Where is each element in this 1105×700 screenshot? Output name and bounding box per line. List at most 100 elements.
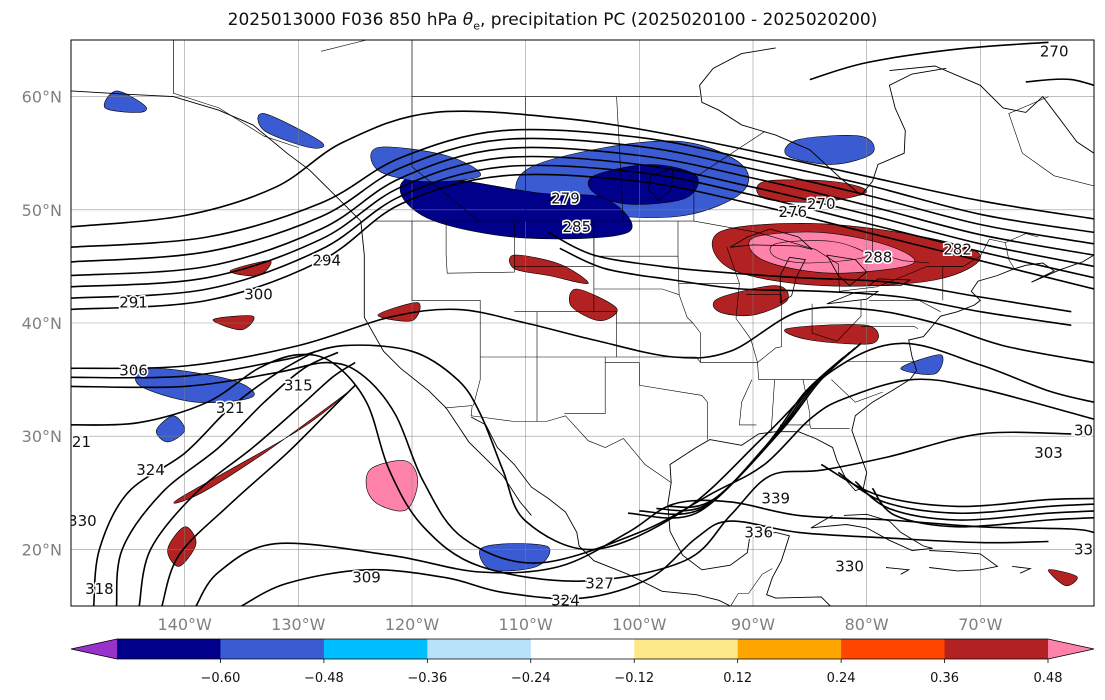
colorbar-level-label: 0.48 — [1034, 671, 1063, 686]
contour-label: 291 — [119, 294, 148, 312]
contour-label: 303 — [1034, 444, 1063, 462]
theta-e-contour — [559, 247, 1072, 327]
contour-label: 315 — [284, 376, 313, 394]
contour-label: 336 — [744, 523, 773, 541]
precip-region-negative — [399, 175, 633, 240]
political-border — [411, 96, 480, 222]
political-border — [735, 318, 758, 363]
precip-region-positive — [1048, 569, 1078, 586]
political-border — [693, 220, 1015, 292]
theta-e-contour — [548, 231, 1072, 313]
political-border — [616, 96, 624, 222]
coastline — [71, 90, 532, 516]
political-border — [693, 131, 765, 222]
precip-region-negative — [370, 146, 481, 182]
contour-label: 324 — [551, 591, 580, 609]
colorbar-segment — [944, 639, 1049, 659]
precip-region-positive — [365, 460, 419, 512]
title-prefix: 2025013000 F036 850 hPa — [227, 10, 463, 30]
precip-region-negative — [155, 415, 186, 443]
coastline — [470, 416, 731, 606]
title-theta: θ — [462, 10, 474, 30]
political-border — [564, 357, 606, 414]
political-border — [445, 221, 515, 274]
contour-label: 330 — [68, 512, 97, 530]
theta-e-contour — [71, 306, 1094, 370]
colorbar-extend-high — [1048, 639, 1094, 659]
political-border — [730, 568, 773, 606]
precip-region-positive — [784, 324, 879, 345]
contour-label: 279 — [551, 189, 580, 207]
contour-label: 270 — [807, 195, 836, 213]
contour-label: 339 — [761, 489, 790, 507]
theta-e-contour — [854, 480, 1094, 521]
lon-tick-label: 70°W — [958, 615, 1002, 634]
precip-region-negative — [587, 164, 699, 205]
theta-e-contour — [71, 353, 1072, 582]
contour-label: 306 — [119, 362, 148, 380]
political-border — [770, 379, 775, 432]
political-border — [692, 322, 701, 363]
lake-outline — [779, 256, 806, 304]
political-border — [739, 379, 757, 426]
colorbar-level-label: 0.24 — [827, 671, 856, 686]
theta-e-contour — [92, 350, 316, 606]
colorbar-segment — [220, 639, 325, 659]
contour-label: 321 — [62, 433, 91, 451]
political-border — [444, 405, 672, 483]
precip-region-positive — [568, 288, 618, 322]
map-title: 2025013000 F036 850 hPa θe, precipitatio… — [0, 10, 1105, 32]
lon-tick-label: 80°W — [845, 615, 889, 634]
lon-tick-label: 130°W — [271, 615, 326, 634]
theta-e-contour — [1025, 78, 1094, 87]
lon-tick-label: 140°W — [157, 615, 212, 634]
political-border — [726, 247, 740, 284]
contour-label: 321 — [216, 399, 245, 417]
theta-e-contour — [71, 155, 1094, 288]
coastline — [810, 513, 933, 551]
political-border — [861, 326, 918, 329]
theta-e-contour — [71, 137, 1094, 263]
theta-e-contour — [71, 164, 1094, 299]
coastline — [71, 124, 72, 126]
lake-outline — [826, 254, 868, 287]
coastline — [929, 550, 999, 572]
contour-label: 300 — [1074, 422, 1103, 440]
colorbar-segment — [427, 639, 532, 659]
precip-region-negative — [257, 113, 325, 149]
theta-e-contour — [71, 173, 1094, 311]
theta-e-contour — [71, 110, 1094, 228]
title-suffix: , precipitation PC (2025020100 - 2025020… — [479, 10, 878, 30]
political-border — [942, 266, 964, 301]
political-border — [173, 40, 299, 148]
coastline — [885, 567, 911, 575]
political-border — [473, 357, 481, 406]
theta-e-contour — [161, 384, 356, 606]
colorbar-extend-low — [71, 639, 117, 659]
precip-region-positive — [509, 254, 589, 285]
colorbar-segment — [841, 639, 946, 659]
theta-e-contour — [809, 41, 1049, 81]
theta-e-contour — [71, 128, 1094, 248]
contour-label: 276 — [778, 203, 807, 221]
contour-label: 327 — [585, 574, 614, 592]
colorbar-outline — [70, 638, 1095, 660]
map-plot-area: 2702702702762792822852882912942973003003… — [62, 40, 1103, 609]
theta-e-contour — [138, 361, 356, 606]
contour-label: 330 — [835, 557, 864, 575]
precip-region-negative — [784, 135, 875, 165]
lon-tick-label: 120°W — [385, 615, 440, 634]
contour-label: 294 — [312, 252, 341, 270]
lat-tick-label: 40°N — [22, 314, 62, 333]
political-border — [605, 362, 708, 440]
theta-e-contour — [115, 351, 339, 606]
lat-tick-label: 60°N — [22, 88, 62, 107]
colorbar-segment — [530, 639, 635, 659]
political-border — [616, 294, 694, 324]
colorbar-segment — [634, 639, 739, 659]
lat-tick-label: 50°N — [22, 201, 62, 220]
contour-label: 333 — [1074, 540, 1103, 558]
lon-tick-label: 100°W — [612, 615, 667, 634]
political-border — [831, 379, 883, 403]
